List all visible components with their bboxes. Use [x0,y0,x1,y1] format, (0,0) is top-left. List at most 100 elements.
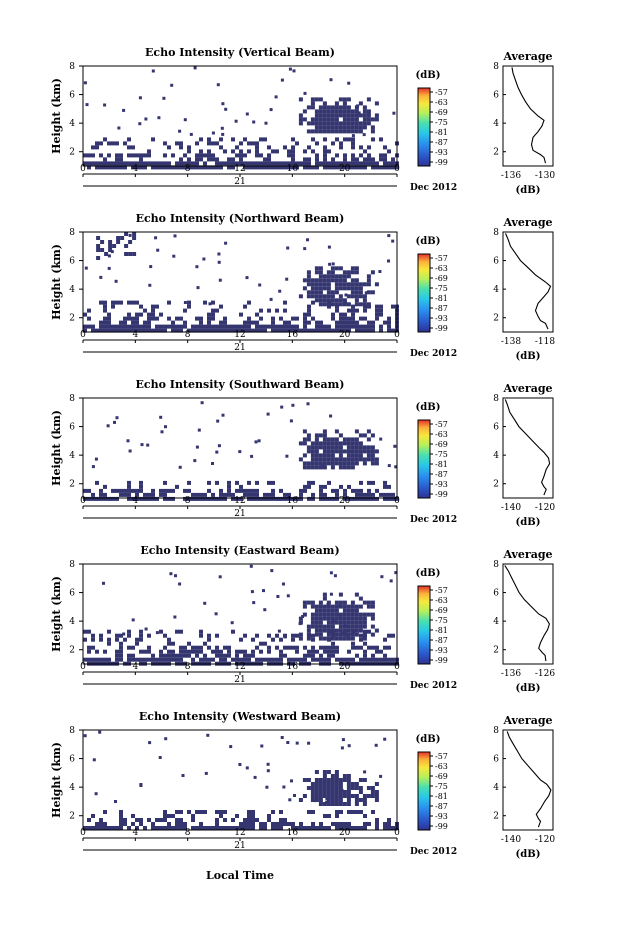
echo-cell [302,453,307,458]
echo-cell [221,102,225,106]
echo-cell [87,161,91,166]
echo-cell [147,149,151,154]
echo-cell [224,107,228,111]
echo-cell [187,157,191,162]
echo-cell [310,786,315,790]
echo-cell [107,328,111,333]
echo-cell [322,117,327,122]
echo-cell [306,778,311,782]
echo-cell [298,117,303,122]
x-tick-label: 20 [339,496,351,506]
echo-cell [387,324,391,329]
echo-cell [163,496,167,501]
echo-cell [266,769,270,773]
echo-cell [167,300,171,305]
echo-cell [115,141,119,146]
echo-cell [283,145,287,150]
echo-cell [239,141,243,146]
echo-cell [259,641,263,646]
echo-cell [302,117,307,122]
echo-cell [195,328,199,333]
echo-cell [230,621,234,625]
echo-cell [302,600,307,605]
x-tick-label: 4 [132,828,138,838]
echo-cell [346,121,351,126]
x-tick-label: 0 [394,828,400,838]
echo-cell [318,616,323,621]
echo-cell [171,649,175,654]
echo-cell [119,161,123,166]
echo-cell [358,445,363,450]
echo-cell [179,653,183,658]
echo-cell [387,328,391,333]
echo-cell [151,161,155,166]
echo-cell [331,316,335,321]
echo-cell [115,496,119,501]
echo-cell [374,628,379,633]
echo-cell [358,628,363,633]
echo-cell [342,449,347,454]
profile-x-tick-label: -126 [535,669,555,679]
echo-cell [103,496,107,501]
echo-cell [315,161,319,166]
echo-cell [314,109,319,114]
echo-cell [175,822,179,826]
echo-cell [235,324,239,329]
echo-cell [354,278,359,283]
echo-cell [291,637,295,642]
echo-cell [315,141,319,146]
echo-cells [83,564,399,666]
echo-cell [83,734,87,738]
echo-cell [367,145,371,150]
echo-cell [151,488,155,493]
echo-cell [302,278,307,283]
echo-cell [128,240,133,244]
echo-cell [203,153,207,158]
echo-cell [322,778,327,782]
echo-cell [338,636,343,641]
echo-cell [255,488,259,493]
echo-cell [199,157,203,162]
echo-cell [279,161,283,166]
echo-cell [342,101,347,106]
echo-cell [227,161,231,166]
echo-cell [311,492,315,497]
echo-cell [159,492,163,497]
echo-cell [354,282,359,287]
echo-cell [359,492,363,497]
colorbar-tick-label: -69 [435,440,448,449]
echo-cell [219,324,223,329]
echo-cell [334,457,339,462]
echo-cell [266,762,270,766]
echo-cell [334,770,339,774]
echo-cell [303,826,307,830]
echo-cell [211,316,215,321]
echo-cell [383,153,387,158]
echo-cell [267,480,271,485]
echo-cell [391,328,395,333]
echo-cell [342,129,347,134]
echo-cell [306,600,311,605]
y-tick-label: 6 [69,423,75,433]
echo-cell [231,818,235,822]
echo-cell [227,480,231,485]
echo-cell [326,105,331,110]
echo-cell [183,165,187,170]
echo-cell [339,161,343,166]
echo-cell [311,637,315,642]
echo-cell [271,822,275,826]
echo-cell [243,328,247,333]
echo-cell [243,653,247,658]
echo-cell [127,153,131,158]
echo-cell [219,304,223,309]
echo-cell [354,290,359,295]
echo-cell [279,649,283,654]
echo-cell [131,153,135,158]
echo-cell [115,826,119,830]
echo-cell [338,449,343,454]
echo-cell [131,300,135,305]
echo-cell [338,613,341,617]
echo-cell [128,449,132,453]
echo-cell [329,592,333,596]
echo-cell [103,137,107,142]
